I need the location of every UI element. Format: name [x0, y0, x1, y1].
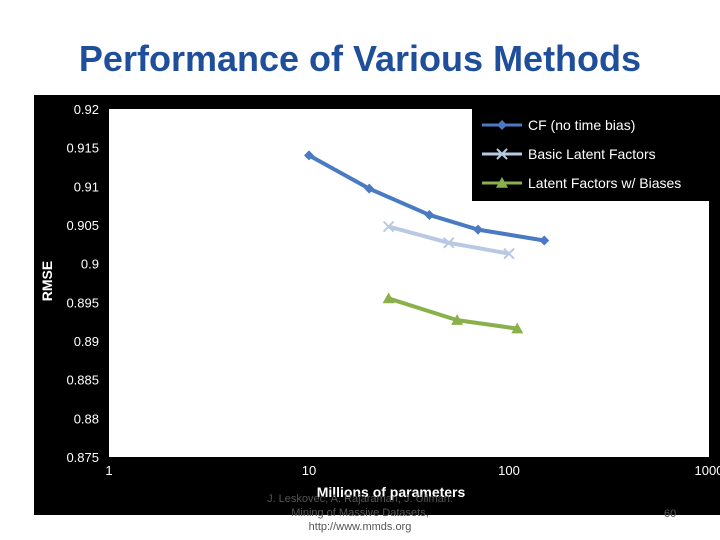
- series-1: [382, 220, 515, 260]
- y-tick-label: 0.9: [81, 257, 99, 272]
- data-point: [364, 183, 375, 194]
- slide-title: Performance of Various Methods: [78, 38, 642, 79]
- data-point: [503, 247, 515, 260]
- data-point: [511, 322, 524, 334]
- x-axis-label: Millions of parameters: [317, 484, 466, 500]
- data-point: [424, 209, 435, 220]
- chart-frame: 0.875 0.88 0.885 0.89 0.895 0.9 0.905 0.91 0.915…: [34, 95, 720, 515]
- data-point-stroke-b: [503, 247, 515, 260]
- legend-label: Latent Factors w/ Biases: [528, 175, 681, 191]
- footer-citation: J. Leskovec, A. Rajaraman, J. Ullman: Mi…: [240, 492, 480, 534]
- y-tick-label: 0.91: [74, 179, 99, 194]
- data-point: [451, 314, 464, 325]
- legend-label: CF (no time bias): [528, 117, 635, 133]
- data-point: [304, 150, 314, 161]
- data-point: [382, 292, 395, 304]
- data-point: [382, 220, 395, 233]
- x-tick-label: 1: [105, 463, 112, 478]
- footer-line-2: Mining of Massive Datasets,: [291, 507, 429, 519]
- y-tick-label: 0.88: [74, 411, 99, 426]
- x-tick-label: 10: [302, 463, 316, 478]
- series-2: [382, 292, 524, 334]
- y-tick-label: 0.92: [74, 102, 99, 117]
- y-tick-label: 0.885: [66, 373, 99, 388]
- x-tick-label: 1000: [695, 463, 720, 478]
- x-tick-label: 100: [498, 463, 520, 478]
- y-tick-label: 0.915: [66, 141, 99, 156]
- footer-line-3: http://www.mmds.org: [308, 521, 412, 533]
- page-number: 60: [664, 508, 677, 520]
- legend-item: Basic Latent Factors: [482, 146, 656, 162]
- data-point: [539, 235, 550, 246]
- data-point: [473, 224, 484, 235]
- legend-marker: [496, 148, 508, 160]
- legend-marker: [496, 177, 508, 188]
- legend-label: Basic Latent Factors: [528, 146, 656, 162]
- data-point: [443, 237, 455, 249]
- y-tick-label: 0.905: [66, 218, 99, 233]
- y-tick-label: 0.895: [66, 295, 99, 310]
- y-tick-label: 0.89: [74, 334, 99, 349]
- legend-marker: [497, 120, 507, 130]
- legend-item: CF (no time bias): [482, 117, 635, 133]
- footer-line-1: J. Leskovec, A. Rajaraman, J. Ullman:: [267, 493, 453, 505]
- data-point-stroke-b: [382, 220, 395, 233]
- legend-marker-stroke-b: [496, 148, 508, 160]
- y-tick-label: 0.875: [66, 450, 99, 465]
- data-point-stroke-b: [443, 237, 455, 249]
- series-0: [304, 150, 550, 246]
- y-axis-label: RMSE: [39, 261, 55, 301]
- legend-item: Latent Factors w/ Biases: [482, 175, 681, 191]
- rmse-chart: 0.875 0.88 0.885 0.89 0.895 0.9 0.905 0.91 0.915…: [39, 102, 720, 500]
- legend: CF (no time bias) Basic Latent Factors Lat…: [472, 109, 709, 201]
